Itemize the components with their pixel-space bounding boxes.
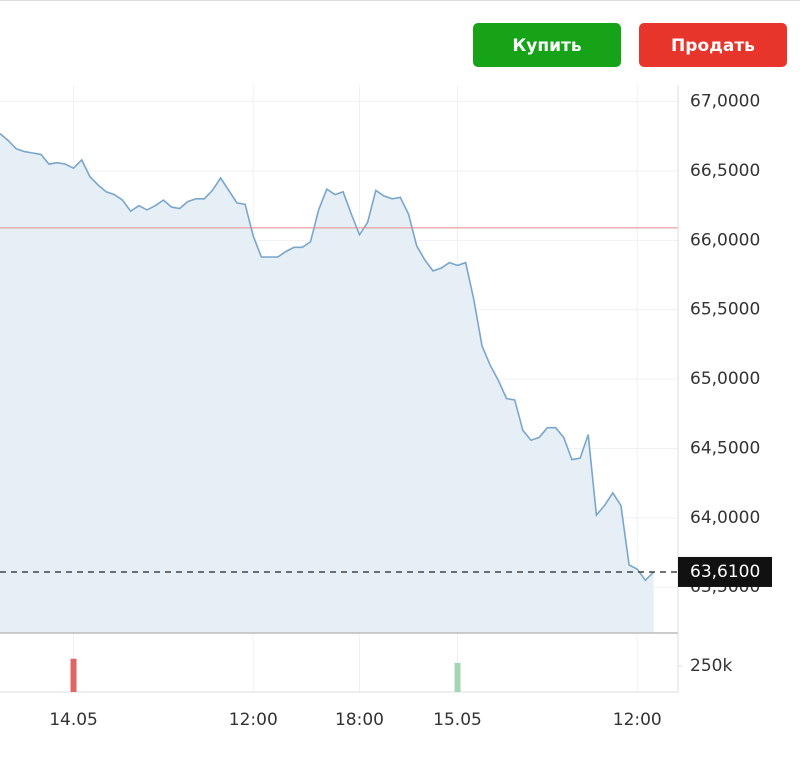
y-tick-label: 66,5000 bbox=[690, 161, 760, 181]
x-tick-label: 12:00 bbox=[613, 710, 662, 730]
y-tick-label: 64,0000 bbox=[690, 508, 760, 528]
volume-bar bbox=[454, 662, 461, 692]
volume-bar bbox=[70, 658, 77, 692]
line bbox=[0, 132, 655, 582]
volume-tick-label: 250k bbox=[690, 656, 732, 676]
x-tick-label: 15.05 bbox=[433, 710, 482, 730]
y-tick-label: 65,5000 bbox=[690, 300, 760, 320]
area bbox=[0, 133, 654, 633]
button[interactable] bbox=[639, 23, 787, 67]
y-tick-label: 65,0000 bbox=[690, 369, 760, 389]
price-box bbox=[678, 556, 772, 587]
x-tick-label: 14.05 bbox=[49, 710, 98, 730]
button[interactable] bbox=[473, 23, 621, 67]
y-tick-label: 67,0000 bbox=[690, 92, 760, 112]
button-label[interactable]: Продать bbox=[671, 36, 755, 56]
button-label[interactable]: Купить bbox=[512, 36, 581, 56]
y-tick-label: 64,5000 bbox=[690, 438, 760, 458]
x-tick-label: 12:00 bbox=[229, 710, 278, 730]
y-tick-label: 66,0000 bbox=[690, 230, 760, 250]
price-label: 63,6100 bbox=[690, 562, 760, 582]
x-tick-label: 18:00 bbox=[335, 710, 384, 730]
